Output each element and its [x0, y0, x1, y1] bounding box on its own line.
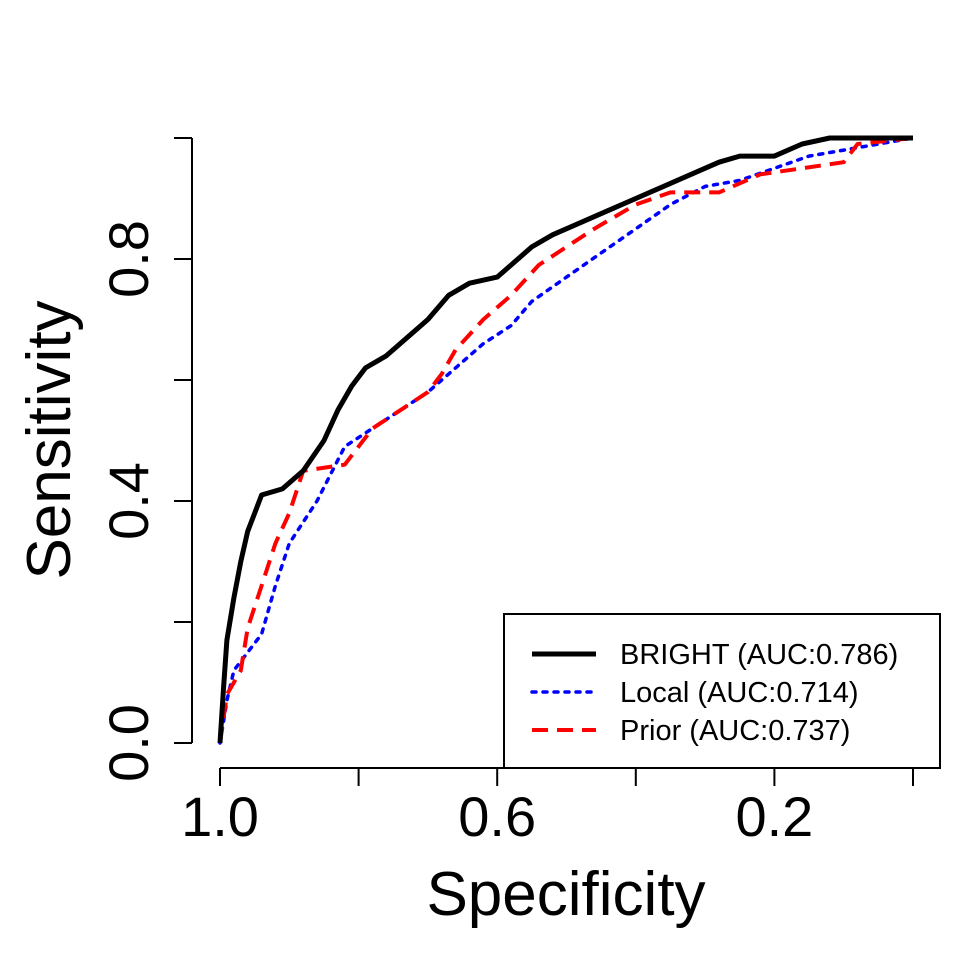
x-axis-title: Specificity [426, 860, 705, 929]
y-tick-label: 0.0 [97, 704, 160, 782]
y-tick-label: 0.4 [97, 462, 160, 540]
axes: 0.0 0.4 0.8 1.0 0.6 0.2 [97, 137, 914, 848]
series-line-bright [217, 135, 913, 744]
plot-lines [217, 135, 915, 745]
series-line-prior [218, 136, 914, 744]
x-tick-label: 0.6 [458, 785, 536, 848]
y-axis-title: Sensitivity [15, 300, 84, 579]
legend-label-bright: BRIGHT (AUC:0.786) [620, 639, 898, 671]
x-tick-label: 1.0 [181, 785, 259, 848]
legend: BRIGHT (AUC:0.786) Local (AUC:0.714) Prior… [503, 613, 941, 769]
series-line-local [218, 136, 915, 745]
legend-label-local: Local (AUC:0.714) [620, 677, 859, 709]
x-tick-label: 0.2 [735, 785, 813, 848]
y-tick-label: 0.8 [97, 220, 160, 298]
legend-label-prior: Prior (AUC:0.737) [620, 715, 850, 747]
